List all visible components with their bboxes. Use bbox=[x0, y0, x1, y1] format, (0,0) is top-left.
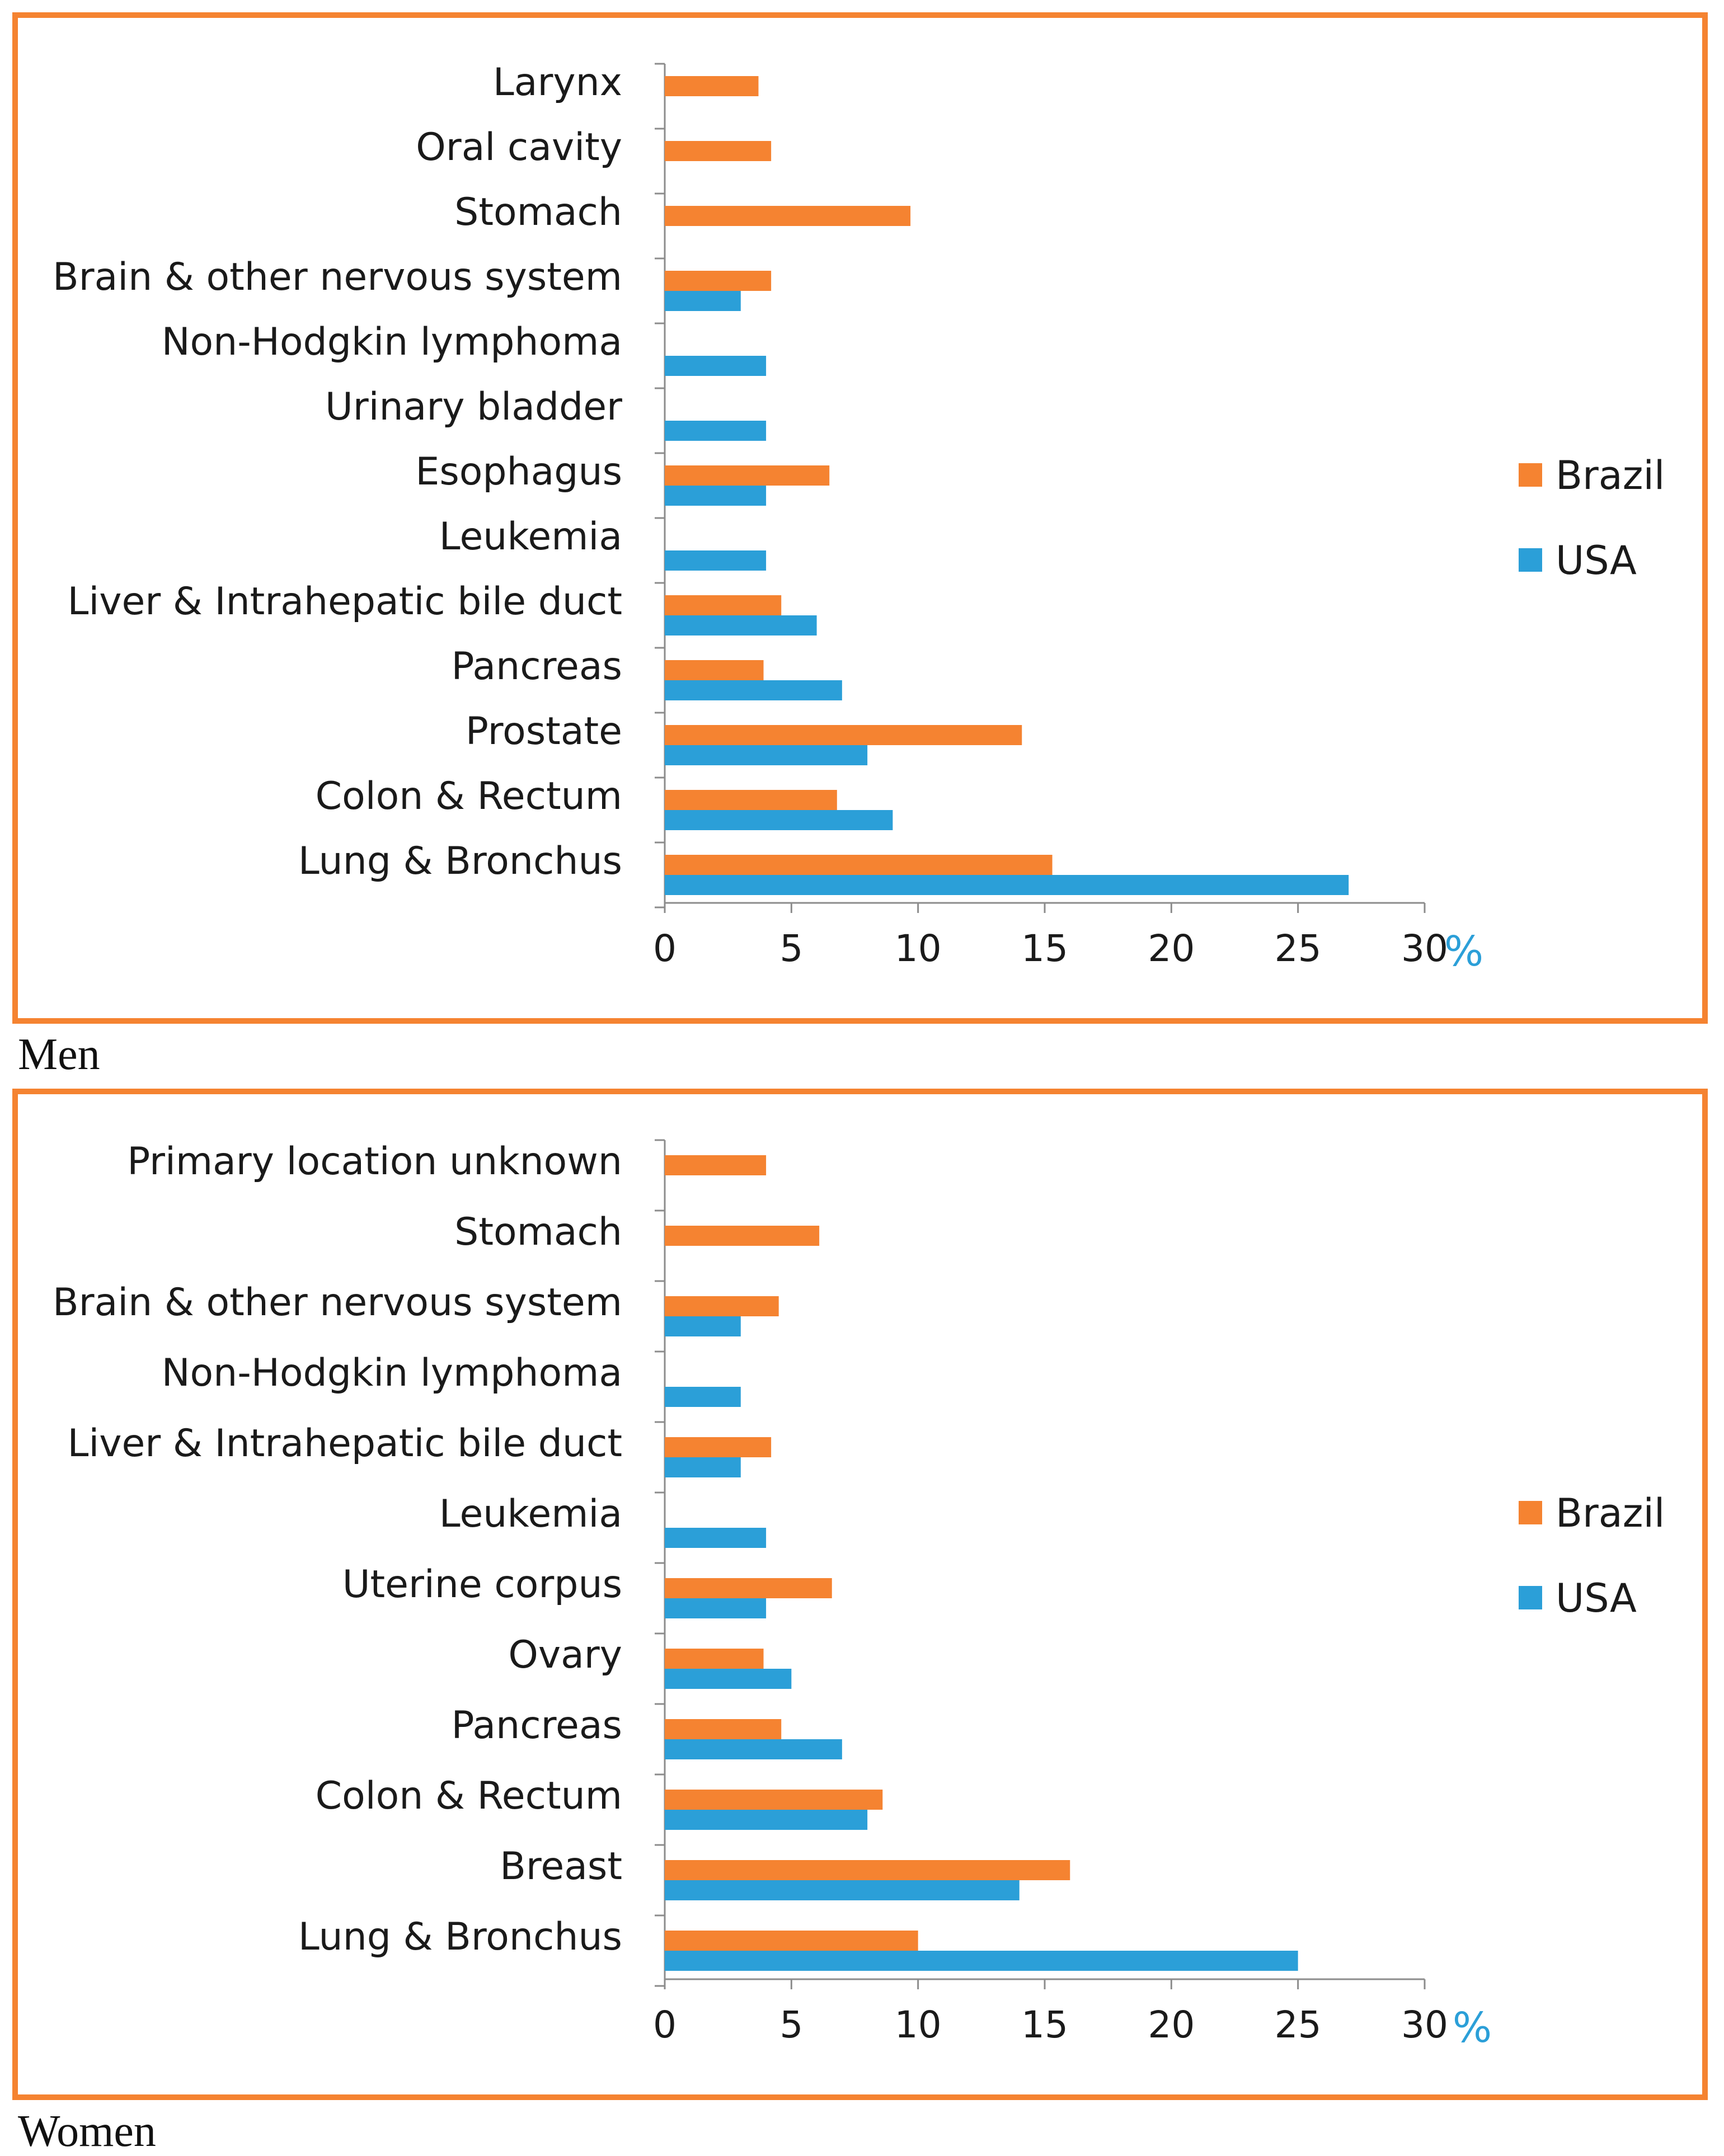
women-bar-chart: 0 5 10 15 20 25 30 % Primary location unknown Sto… bbox=[53, 1139, 1665, 2052]
women-bar-usa-lung-and-bronchus bbox=[665, 1951, 1298, 1971]
women-axes: 0 5 10 15 20 25 30% bbox=[653, 1139, 1492, 2052]
men-legend-swatch-usa bbox=[1519, 548, 1542, 572]
women-bar-usa-liver-and-intrahepatic-bile-duct bbox=[665, 1457, 741, 1477]
men-axes: 0 5 10 15 20 25 30% bbox=[653, 63, 1483, 976]
women-x-tick-label: 25 bbox=[1275, 2003, 1322, 2046]
men-category-label-brain-and-other-nervous-system: Brain & other nervous system bbox=[53, 255, 622, 299]
women-category-label-liver-and-intrahepatic-bile-duct: Liver & Intrahepatic bile duct bbox=[67, 1421, 622, 1466]
women-legend-label-brazil: Brazil bbox=[1556, 1490, 1665, 1536]
men-bar-brazil-colon-and-rectum bbox=[665, 790, 837, 810]
women-category-label-stomach: Stomach bbox=[454, 1210, 622, 1254]
women-legend-swatch-usa bbox=[1519, 1586, 1542, 1609]
men-category-label-lung-and-bronchus: Lung & Bronchus bbox=[298, 839, 622, 883]
men-bar-brazil-lung-and-bronchus bbox=[665, 855, 1053, 875]
men-bar-brazil-prostate bbox=[665, 725, 1022, 745]
men-bar-usa-colon-and-rectum bbox=[665, 810, 893, 830]
men-bar-usa-brain-and-other-nervous-system bbox=[665, 291, 741, 311]
men-bar-brazil-esophagus bbox=[665, 465, 830, 486]
men-caption: Men bbox=[18, 1030, 100, 1079]
men-bar-usa-urinary-bladder bbox=[665, 421, 767, 441]
men-category-label-liver-and-intrahepatic-bile-duct: Liver & Intrahepatic bile duct bbox=[67, 580, 622, 624]
women-category-label-non-hodgkin-lymphoma: Non-Hodgkin lymphoma bbox=[162, 1351, 622, 1395]
women-bar-brazil-uterine-corpus bbox=[665, 1578, 832, 1598]
men-chart-panel: 0 5 10 15 20 25 30% Larynx Oral cavity Stomach Bra… bbox=[12, 12, 1708, 1024]
men-x-axis-unit: % bbox=[1444, 928, 1483, 976]
men-category-label-oral-cavity: Oral cavity bbox=[416, 125, 622, 170]
men-bar-brazil-liver-and-intrahepatic-bile-duct bbox=[665, 595, 782, 615]
men-legend-label-usa: USA bbox=[1556, 538, 1637, 583]
women-bar-usa-breast bbox=[665, 1880, 1020, 1900]
men-x-tick-label: 15 bbox=[1021, 927, 1068, 970]
women-category-label-pancreas: Pancreas bbox=[451, 1703, 622, 1748]
men-category-label-leukemia: Leukemia bbox=[439, 515, 622, 559]
men-x-tick-label: 0 bbox=[653, 927, 677, 970]
men-bar-brazil-brain-and-other-nervous-system bbox=[665, 271, 772, 291]
men-category-label-urinary-bladder: Urinary bladder bbox=[325, 385, 622, 429]
women-bar-usa-leukemia bbox=[665, 1528, 767, 1548]
men-bar-brazil-larynx bbox=[665, 76, 759, 96]
women-bar-brazil-primary-location-unknown bbox=[665, 1155, 767, 1175]
women-category-label-primary-location-unknown: Primary location unknown bbox=[127, 1140, 622, 1184]
women-x-tick-label: 5 bbox=[779, 2003, 803, 2046]
men-legend-label-brazil: Brazil bbox=[1556, 453, 1665, 498]
women-x-tick-label: 20 bbox=[1148, 2003, 1195, 2046]
women-bar-brazil-liver-and-intrahepatic-bile-duct bbox=[665, 1437, 772, 1457]
women-bar-usa-uterine-corpus bbox=[665, 1598, 767, 1618]
women-category-label-colon-and-rectum: Colon & Rectum bbox=[316, 1774, 622, 1818]
men-x-tick-label: 20 bbox=[1148, 927, 1195, 970]
men-bar-usa-non-hodgkin-lymphoma bbox=[665, 356, 767, 376]
women-category-label-ovary: Ovary bbox=[508, 1633, 622, 1677]
women-bar-usa-colon-and-rectum bbox=[665, 1810, 868, 1830]
men-category-label-esophagus: Esophagus bbox=[415, 450, 622, 494]
women-legend-label-usa: USA bbox=[1556, 1575, 1637, 1621]
women-bar-brazil-ovary bbox=[665, 1649, 764, 1669]
women-bar-usa-brain-and-other-nervous-system bbox=[665, 1316, 741, 1336]
men-category-label-non-hodgkin-lymphoma: Non-Hodgkin lymphoma bbox=[162, 320, 622, 364]
women-x-axis-unit: % bbox=[1453, 2004, 1492, 2052]
men-bar-usa-leukemia bbox=[665, 550, 767, 571]
women-bar-usa-pancreas bbox=[665, 1739, 842, 1759]
men-legend-swatch-brazil bbox=[1519, 463, 1542, 487]
men-category-label-colon-and-rectum: Colon & Rectum bbox=[316, 774, 622, 818]
women-bar-brazil-lung-and-bronchus bbox=[665, 1931, 918, 1951]
women-bar-brazil-pancreas bbox=[665, 1719, 782, 1739]
women-bar-brazil-colon-and-rectum bbox=[665, 1790, 883, 1810]
men-bar-usa-prostate bbox=[665, 745, 868, 765]
women-category-label-leukemia: Leukemia bbox=[439, 1492, 622, 1536]
men-bar-usa-lung-and-bronchus bbox=[665, 875, 1349, 895]
women-bar-usa-ovary bbox=[665, 1669, 792, 1689]
men-bar-usa-esophagus bbox=[665, 486, 767, 506]
women-bar-brazil-stomach bbox=[665, 1226, 820, 1246]
men-x-tick-label: 30 bbox=[1401, 927, 1448, 970]
men-bar-brazil-oral-cavity bbox=[665, 141, 772, 161]
women-category-label-brain-and-other-nervous-system: Brain & other nervous system bbox=[53, 1281, 622, 1325]
women-chart-panel: 0 5 10 15 20 25 30% Primary location unknown Sto… bbox=[12, 1089, 1708, 2100]
women-x-tick-label: 15 bbox=[1021, 2003, 1068, 2046]
women-bar-brazil-brain-and-other-nervous-system bbox=[665, 1296, 779, 1316]
men-category-label-prostate: Prostate bbox=[466, 709, 622, 754]
women-legend: Brazil USA bbox=[1519, 1490, 1665, 1621]
women-x-tick-label: 10 bbox=[895, 2003, 942, 2046]
men-bar-brazil-stomach bbox=[665, 206, 911, 226]
women-bar-brazil-breast bbox=[665, 1860, 1070, 1880]
women-category-label-uterine-corpus: Uterine corpus bbox=[342, 1562, 622, 1607]
men-category-label-larynx: Larynx bbox=[493, 60, 622, 105]
women-category-label-breast: Breast bbox=[500, 1844, 622, 1889]
men-x-tick-label: 10 bbox=[895, 927, 942, 970]
women-category-label-lung-and-bronchus: Lung & Bronchus bbox=[298, 1915, 622, 1959]
men-x-tick-label: 25 bbox=[1275, 927, 1322, 970]
women-legend-swatch-brazil bbox=[1519, 1501, 1542, 1524]
men-x-tick-label: 5 bbox=[779, 927, 803, 970]
men-bar-usa-liver-and-intrahepatic-bile-duct bbox=[665, 615, 817, 635]
women-bar-usa-non-hodgkin-lymphoma bbox=[665, 1387, 741, 1407]
men-category-label-stomach: Stomach bbox=[454, 190, 622, 234]
women-x-tick-label: 0 bbox=[653, 2003, 677, 2046]
men-legend: Brazil USA bbox=[1519, 453, 1665, 583]
women-x-tick-label: 30 bbox=[1401, 2003, 1448, 2046]
men-category-label-pancreas: Pancreas bbox=[451, 644, 622, 689]
men-bar-chart: 0 5 10 15 20 25 30% Larynx Oral cavity Stomach Bra… bbox=[53, 60, 1665, 976]
men-bar-brazil-pancreas bbox=[665, 660, 764, 680]
men-bar-usa-pancreas bbox=[665, 680, 842, 700]
women-caption: Women bbox=[18, 2107, 156, 2156]
